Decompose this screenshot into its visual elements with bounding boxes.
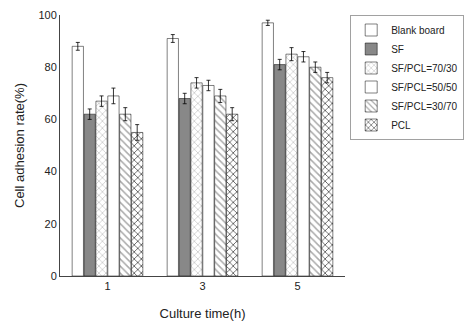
svg-text:40: 40 <box>45 165 57 177</box>
svg-text:5: 5 <box>294 280 300 292</box>
svg-text:SF/PCL=30/70: SF/PCL=30/70 <box>391 101 457 112</box>
svg-text:SF: SF <box>391 44 404 55</box>
svg-text:1: 1 <box>104 280 110 292</box>
svg-text:Culture time(h): Culture time(h) <box>160 306 246 321</box>
svg-text:20: 20 <box>45 218 57 230</box>
svg-text:0: 0 <box>51 270 57 282</box>
svg-text:PCL: PCL <box>391 120 411 131</box>
svg-text:3: 3 <box>199 280 205 292</box>
svg-text:60: 60 <box>45 113 57 125</box>
svg-text:SF/PCL=70/30: SF/PCL=70/30 <box>391 63 457 74</box>
svg-text:SF/PCL=50/50: SF/PCL=50/50 <box>391 82 457 93</box>
svg-text:Cell adhesion rate(%): Cell adhesion rate(%) <box>12 83 27 208</box>
svg-text:100: 100 <box>38 9 56 21</box>
svg-text:80: 80 <box>45 61 57 73</box>
svg-text:Blank board: Blank board <box>391 25 444 36</box>
